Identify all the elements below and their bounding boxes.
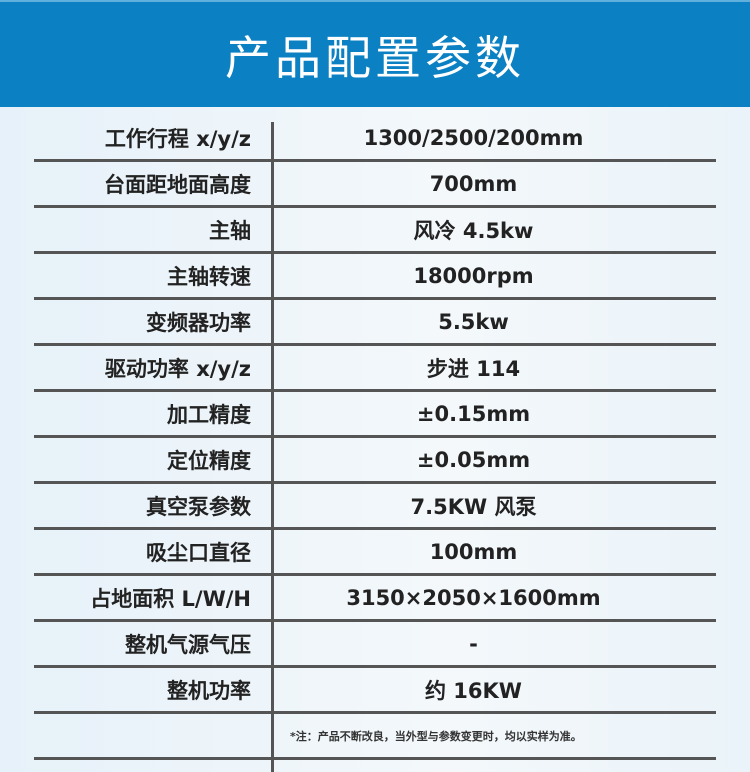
spec-label: 真空泵参数	[146, 494, 251, 519]
spec-label: 主轴转速	[167, 264, 251, 289]
spec-value: 7.5KW 风泵	[410, 494, 537, 519]
spec-label: 工作行程 x/y/z	[104, 126, 251, 151]
spec-row: 变频器功率 5.5kw	[34, 300, 716, 346]
spec-row: 工作行程 x/y/z 1300/2500/200mm	[34, 116, 716, 162]
spec-row: 台面距地面高度 700mm	[34, 162, 716, 208]
spec-value: 100mm	[429, 539, 518, 564]
spec-label: 定位精度	[167, 448, 251, 473]
page-title: 产品配置参数	[225, 30, 525, 85]
spec-label: 整机气源气压	[125, 632, 251, 657]
footnote: *注：产品不断改良，当外型与参数变更时，均以实样为准。	[290, 729, 582, 743]
spec-row: 主轴 风冷 4.5kw	[34, 208, 716, 254]
spec-value: 5.5kw	[438, 309, 509, 334]
spec-value: 约 16KW	[425, 678, 522, 703]
spec-value: 1300/2500/200mm	[363, 125, 584, 150]
spec-value: -	[469, 631, 478, 656]
spec-row: 加工精度 ±0.15mm	[34, 392, 716, 438]
spec-label: 占地面积 L/W/H	[90, 586, 251, 611]
spec-row: 占地面积 L/W/H 3150×2050×1600mm	[34, 576, 716, 622]
spec-row: 定位精度 ±0.05mm	[34, 438, 716, 484]
spec-label: 台面距地面高度	[104, 172, 251, 197]
spec-value: 步进 114	[426, 356, 521, 381]
spec-value: 3150×2050×1600mm	[346, 585, 601, 610]
spec-label: 变频器功率	[146, 310, 251, 335]
spec-label: 驱动功率 x/y/z	[104, 356, 251, 381]
spec-value: 风冷 4.5kw	[413, 218, 534, 243]
spec-row: 吸尘口直径 100mm	[34, 530, 716, 576]
spec-row: 真空泵参数 7.5KW 风泵	[34, 484, 716, 530]
spec-value: ±0.15mm	[416, 401, 531, 426]
column-divider	[271, 122, 274, 772]
spec-table: 工作行程 x/y/z 1300/2500/200mm 台面距地面高度 700mm 主轴 风…	[34, 116, 716, 772]
spec-row: 整机功率 约 16KW	[34, 668, 716, 714]
spec-label: 整机功率	[167, 678, 251, 703]
spec-label: 吸尘口直径	[146, 540, 251, 565]
spec-label: 加工精度	[167, 402, 251, 427]
page-header: 产品配置参数	[0, 0, 750, 107]
spec-row: 驱动功率 x/y/z 步进 114	[34, 346, 716, 392]
spec-value: ±0.05mm	[416, 447, 531, 472]
footnote-row: *注：产品不断改良，当外型与参数变更时，均以实样为准。	[34, 714, 716, 760]
spec-row: 主轴转速 18000rpm	[34, 254, 716, 300]
spec-value: 18000rpm	[413, 263, 534, 288]
spec-row: 整机气源气压 -	[34, 622, 716, 668]
spec-label: 主轴	[209, 218, 251, 243]
spec-value: 700mm	[429, 171, 518, 196]
